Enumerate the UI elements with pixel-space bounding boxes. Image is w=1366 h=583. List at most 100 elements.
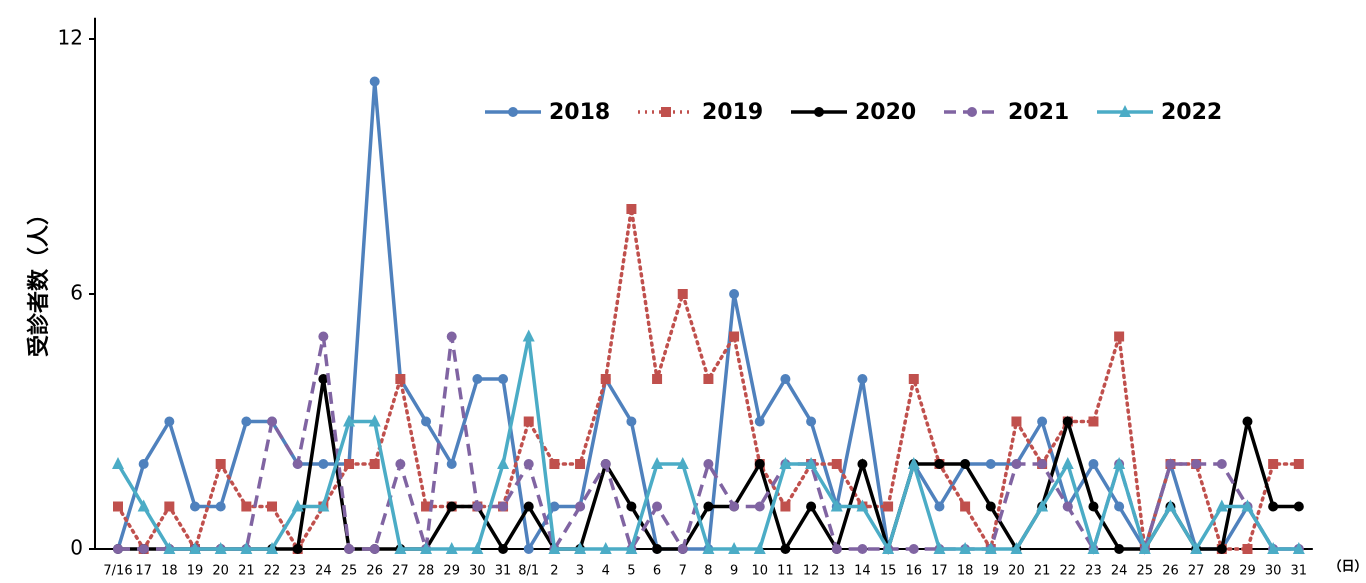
data-point (780, 501, 791, 512)
data-point (446, 331, 457, 342)
x-tick-label: 4 (602, 564, 610, 579)
data-point (575, 501, 586, 512)
data-point (908, 544, 919, 554)
data-point (369, 76, 380, 87)
data-point (395, 459, 406, 469)
data-point (1037, 459, 1048, 469)
data-point (1293, 459, 1304, 469)
x-tick-label: 8/1 (518, 564, 539, 579)
x-tick-label: 15 (880, 564, 897, 579)
data-point (471, 542, 484, 554)
x-tick-label: 19 (187, 564, 204, 579)
x-tick-label: 28 (1214, 564, 1231, 579)
x-tick-label: 16 (905, 564, 922, 579)
data-point (472, 374, 483, 384)
x-tick-label: 23 (1085, 564, 1102, 579)
data-point (395, 374, 406, 384)
x-tick-label: 5 (627, 564, 635, 579)
data-point (292, 459, 303, 469)
data-point (498, 374, 509, 384)
x-tick-label: 6 (653, 564, 661, 579)
data-point (497, 457, 510, 469)
x-tick-label: 31 (495, 564, 512, 579)
y-axis-label: 受診者数（人） (26, 203, 52, 357)
data-point (907, 457, 920, 469)
series-line (116, 208, 1301, 554)
data-point (1242, 416, 1253, 427)
data-point (985, 501, 996, 512)
data-point (856, 499, 869, 512)
x-tick-label: 8 (704, 564, 712, 579)
data-point (805, 457, 818, 469)
data-point (394, 542, 407, 554)
x-tick-label: 23 (289, 564, 306, 579)
data-point (344, 544, 355, 554)
data-point (446, 459, 457, 469)
data-point (882, 542, 895, 554)
data-point (1061, 457, 1074, 469)
x-tick-label: 11 (777, 564, 794, 579)
data-point (267, 501, 278, 512)
data-point (421, 501, 432, 512)
data-point (1267, 542, 1280, 554)
x-tick-label: 7 (679, 564, 687, 579)
data-point (575, 459, 586, 469)
data-point (626, 416, 637, 427)
data-point (1293, 501, 1304, 512)
data-point (780, 374, 791, 384)
data-point (266, 542, 279, 554)
data-point (1190, 542, 1203, 554)
x-tick-label: 22 (1060, 564, 1077, 579)
data-point (318, 331, 329, 342)
data-point (523, 459, 534, 469)
data-point (420, 542, 433, 554)
data-point (1114, 501, 1125, 512)
x-tick-label: 29 (443, 564, 460, 579)
x-tick-label: 7/16 (103, 564, 132, 579)
data-point (190, 501, 201, 512)
x-tick-label: 26 (1162, 564, 1179, 579)
data-point (241, 416, 252, 427)
data-point (523, 544, 534, 554)
data-point (831, 544, 842, 554)
data-point (625, 542, 638, 554)
data-point (1037, 416, 1048, 427)
data-point (241, 501, 252, 512)
data-point (138, 459, 149, 469)
data-point (1268, 501, 1279, 512)
data-point (1216, 544, 1227, 554)
x-tick-label: 21 (238, 564, 255, 579)
data-point (754, 416, 765, 427)
data-point (215, 459, 226, 469)
data-point (1011, 459, 1022, 469)
data-point (933, 542, 946, 554)
data-point (600, 459, 611, 469)
data-point (754, 459, 765, 469)
data-point (1010, 542, 1023, 554)
data-point (344, 459, 355, 469)
data-point (113, 544, 123, 554)
data-point (369, 544, 380, 554)
x-tick-label: 2 (550, 564, 558, 579)
legend-marker (1119, 105, 1131, 117)
data-point (960, 501, 971, 512)
x-tick-label: 31 (1291, 564, 1308, 579)
data-point (806, 501, 817, 512)
data-point (677, 544, 688, 554)
data-point (523, 501, 534, 512)
data-point (138, 544, 149, 554)
data-point (368, 414, 381, 427)
series (112, 329, 1305, 556)
y-tick-label: 0 (70, 536, 83, 560)
data-point (472, 501, 483, 512)
x-unit-label: （日） (1328, 559, 1366, 575)
data-point (343, 414, 356, 427)
x-tick-label: 28 (418, 564, 435, 579)
data-point (1165, 459, 1176, 469)
data-point (985, 459, 996, 469)
data-point (1087, 542, 1100, 554)
data-point (215, 501, 226, 512)
data-point (1011, 416, 1022, 427)
data-point (830, 499, 843, 512)
